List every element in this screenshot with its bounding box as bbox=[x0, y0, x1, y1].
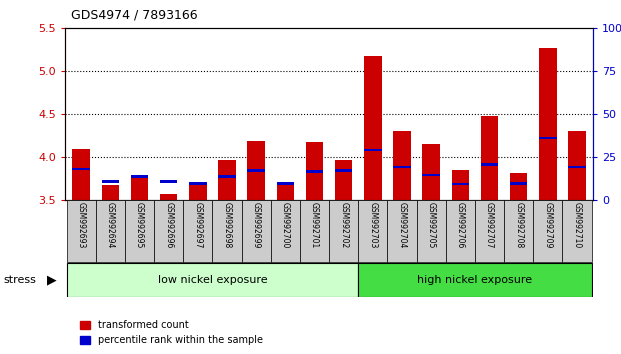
Bar bbox=[102, 184, 119, 200]
Bar bbox=[388, 200, 417, 262]
Bar bbox=[358, 263, 592, 297]
Bar bbox=[96, 200, 125, 262]
Text: GDS4974 / 7893166: GDS4974 / 7893166 bbox=[71, 9, 198, 22]
Bar bbox=[364, 56, 382, 200]
Bar bbox=[212, 200, 242, 262]
Bar bbox=[160, 181, 178, 183]
Text: GSM992705: GSM992705 bbox=[427, 202, 436, 248]
Bar bbox=[475, 200, 504, 262]
Text: stress: stress bbox=[3, 275, 36, 285]
Bar bbox=[242, 200, 271, 262]
Bar bbox=[510, 172, 527, 200]
Bar bbox=[335, 160, 353, 200]
Text: GSM992693: GSM992693 bbox=[77, 202, 86, 248]
Bar bbox=[568, 131, 586, 200]
Bar bbox=[568, 166, 586, 168]
Bar bbox=[189, 182, 207, 184]
Bar bbox=[248, 141, 265, 200]
Bar bbox=[504, 200, 533, 262]
Bar bbox=[276, 182, 294, 184]
Text: GSM992703: GSM992703 bbox=[368, 202, 378, 248]
Bar bbox=[102, 181, 119, 183]
Bar bbox=[73, 149, 90, 200]
Text: GSM992708: GSM992708 bbox=[514, 202, 523, 248]
Bar bbox=[248, 169, 265, 172]
Text: GSM992698: GSM992698 bbox=[222, 202, 232, 248]
Bar bbox=[276, 183, 294, 200]
Text: GSM992706: GSM992706 bbox=[456, 202, 465, 248]
Bar bbox=[510, 182, 527, 184]
Bar bbox=[131, 176, 148, 200]
Bar bbox=[451, 170, 469, 200]
Bar bbox=[539, 137, 556, 139]
Bar bbox=[422, 173, 440, 176]
Text: GSM992700: GSM992700 bbox=[281, 202, 290, 248]
Bar bbox=[539, 48, 556, 200]
Bar bbox=[300, 200, 329, 262]
Bar bbox=[446, 200, 475, 262]
Text: GSM992707: GSM992707 bbox=[485, 202, 494, 248]
Bar bbox=[533, 200, 563, 262]
Bar bbox=[160, 194, 178, 200]
Bar bbox=[417, 200, 446, 262]
Bar bbox=[451, 183, 469, 185]
Text: GSM992701: GSM992701 bbox=[310, 202, 319, 248]
Bar bbox=[66, 263, 358, 297]
Bar bbox=[481, 116, 498, 200]
Text: GSM992694: GSM992694 bbox=[106, 202, 115, 248]
Bar bbox=[189, 185, 207, 200]
Text: GSM992695: GSM992695 bbox=[135, 202, 144, 248]
Text: low nickel exposure: low nickel exposure bbox=[158, 275, 267, 285]
Bar bbox=[393, 166, 410, 168]
Bar bbox=[364, 149, 382, 151]
Bar bbox=[335, 169, 353, 172]
Text: high nickel exposure: high nickel exposure bbox=[417, 275, 532, 285]
Bar bbox=[125, 200, 154, 262]
Bar bbox=[306, 170, 324, 172]
Text: GSM992697: GSM992697 bbox=[193, 202, 202, 248]
Text: GSM992696: GSM992696 bbox=[164, 202, 173, 248]
Bar bbox=[306, 142, 324, 200]
Bar bbox=[563, 200, 592, 262]
Bar bbox=[481, 163, 498, 166]
Bar bbox=[66, 200, 96, 262]
Text: GSM992709: GSM992709 bbox=[543, 202, 552, 248]
Text: GSM992710: GSM992710 bbox=[573, 202, 581, 248]
Bar bbox=[271, 200, 300, 262]
Text: GSM992699: GSM992699 bbox=[252, 202, 261, 248]
Text: ▶: ▶ bbox=[47, 273, 56, 286]
Bar bbox=[131, 175, 148, 178]
Bar bbox=[422, 144, 440, 200]
Text: GSM992702: GSM992702 bbox=[339, 202, 348, 248]
Bar bbox=[219, 175, 236, 178]
Bar bbox=[183, 200, 212, 262]
Bar bbox=[219, 160, 236, 200]
Legend: transformed count, percentile rank within the sample: transformed count, percentile rank withi… bbox=[76, 316, 266, 349]
Bar bbox=[358, 200, 388, 262]
Bar bbox=[329, 200, 358, 262]
Bar bbox=[154, 200, 183, 262]
Bar bbox=[73, 167, 90, 170]
Bar bbox=[393, 131, 410, 200]
Text: GSM992704: GSM992704 bbox=[397, 202, 407, 248]
